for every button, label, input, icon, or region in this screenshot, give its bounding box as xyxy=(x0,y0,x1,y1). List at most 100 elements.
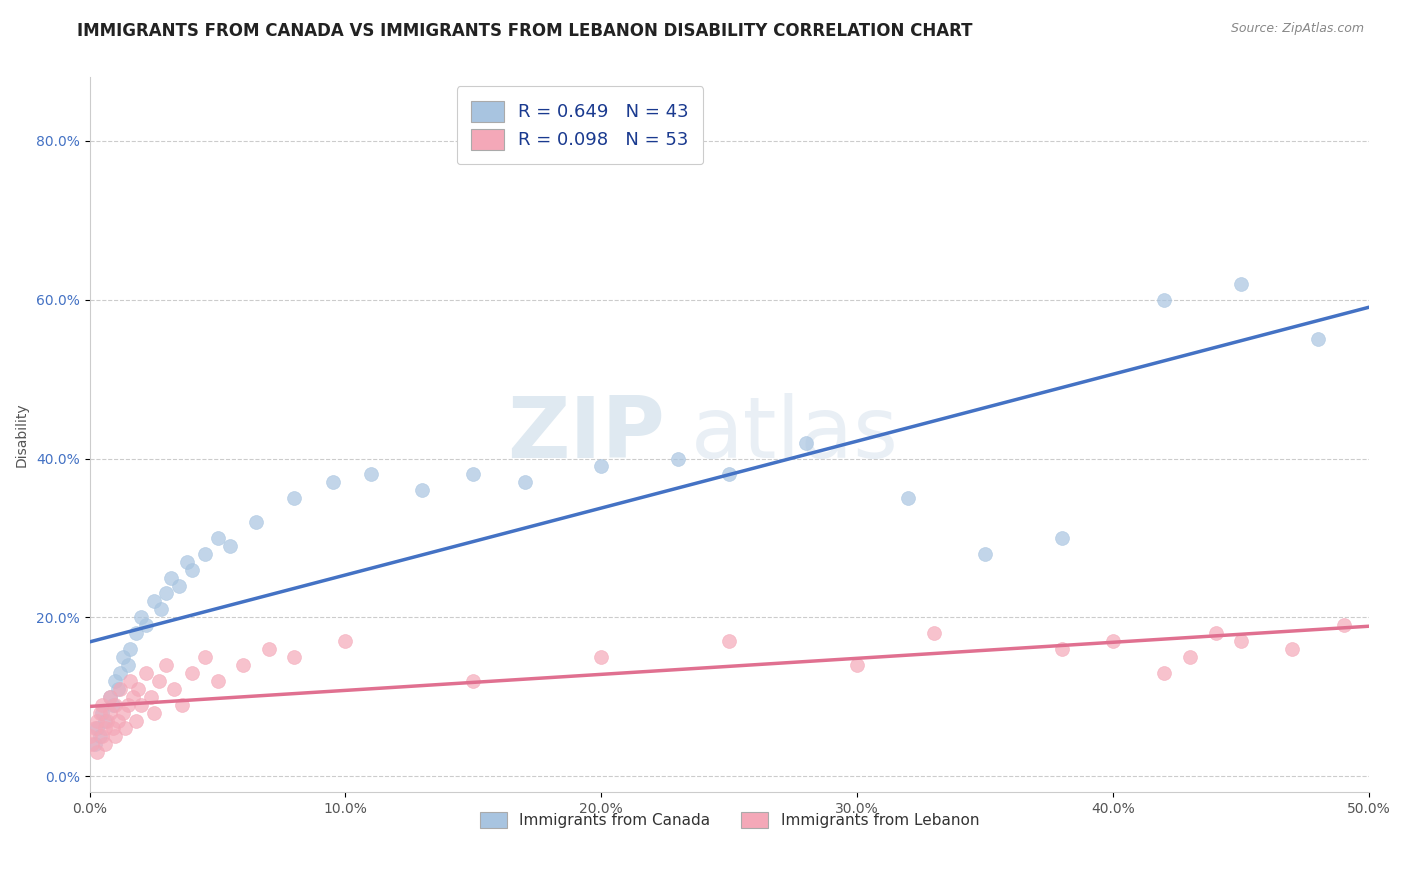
Point xyxy=(111,706,134,720)
Point xyxy=(463,673,485,688)
Point xyxy=(150,602,173,616)
Point xyxy=(1205,626,1227,640)
Point xyxy=(666,451,689,466)
Point xyxy=(83,737,105,751)
Point xyxy=(245,515,267,529)
Point xyxy=(283,491,305,506)
Point xyxy=(135,665,157,680)
Point xyxy=(160,571,183,585)
Point xyxy=(411,483,433,498)
Point xyxy=(257,642,280,657)
Point xyxy=(148,673,170,688)
Point xyxy=(82,737,104,751)
Point xyxy=(79,730,101,744)
Point xyxy=(117,657,139,672)
Point xyxy=(1153,665,1175,680)
Point xyxy=(155,657,177,672)
Point xyxy=(1281,642,1303,657)
Point xyxy=(1230,277,1253,291)
Point xyxy=(135,618,157,632)
Point xyxy=(120,642,142,657)
Text: ZIP: ZIP xyxy=(508,393,665,476)
Point xyxy=(94,737,117,751)
Point xyxy=(463,467,485,482)
Point xyxy=(1153,293,1175,307)
Point xyxy=(1306,333,1329,347)
Point xyxy=(89,706,111,720)
Point xyxy=(194,547,217,561)
Point xyxy=(110,665,132,680)
Point xyxy=(155,586,177,600)
Point xyxy=(163,681,186,696)
Point xyxy=(101,698,124,712)
Point xyxy=(1230,634,1253,648)
Point xyxy=(1178,650,1201,665)
Point xyxy=(107,714,129,728)
Point xyxy=(335,634,357,648)
Y-axis label: Disability: Disability xyxy=(15,402,30,467)
Point xyxy=(124,626,146,640)
Point xyxy=(101,722,124,736)
Point xyxy=(98,690,121,704)
Point xyxy=(122,690,145,704)
Point xyxy=(89,730,111,744)
Point xyxy=(129,610,152,624)
Point xyxy=(718,634,741,648)
Point xyxy=(207,673,229,688)
Point xyxy=(718,467,741,482)
Point xyxy=(91,706,114,720)
Text: atlas: atlas xyxy=(690,393,898,476)
Point xyxy=(110,681,132,696)
Point xyxy=(922,626,945,640)
Point xyxy=(180,563,202,577)
Point xyxy=(1333,618,1355,632)
Point xyxy=(322,475,344,490)
Point xyxy=(591,459,613,474)
Point xyxy=(360,467,382,482)
Point xyxy=(846,657,869,672)
Point xyxy=(86,745,108,759)
Point xyxy=(107,681,129,696)
Point xyxy=(129,698,152,712)
Point xyxy=(86,714,108,728)
Point xyxy=(94,722,117,736)
Point xyxy=(127,681,149,696)
Point xyxy=(83,722,105,736)
Point xyxy=(120,673,142,688)
Point xyxy=(591,650,613,665)
Point xyxy=(974,547,997,561)
Point xyxy=(1102,634,1125,648)
Point xyxy=(96,714,118,728)
Point xyxy=(91,698,114,712)
Point xyxy=(94,714,117,728)
Point xyxy=(513,475,536,490)
Point xyxy=(104,673,127,688)
Point xyxy=(180,665,202,680)
Point xyxy=(207,531,229,545)
Point xyxy=(170,698,193,712)
Point xyxy=(794,435,817,450)
Point xyxy=(98,690,121,704)
Point xyxy=(142,594,165,608)
Text: IMMIGRANTS FROM CANADA VS IMMIGRANTS FROM LEBANON DISABILITY CORRELATION CHART: IMMIGRANTS FROM CANADA VS IMMIGRANTS FRO… xyxy=(77,22,973,40)
Text: Source: ZipAtlas.com: Source: ZipAtlas.com xyxy=(1230,22,1364,36)
Point xyxy=(142,706,165,720)
Point xyxy=(219,539,242,553)
Point xyxy=(114,722,136,736)
Point xyxy=(104,698,127,712)
Point xyxy=(111,650,134,665)
Point xyxy=(104,730,127,744)
Point xyxy=(91,730,114,744)
Point xyxy=(1050,642,1073,657)
Point xyxy=(167,578,190,592)
Point xyxy=(232,657,254,672)
Point xyxy=(117,698,139,712)
Point xyxy=(283,650,305,665)
Point xyxy=(86,722,108,736)
Point xyxy=(139,690,162,704)
Point xyxy=(98,706,121,720)
Point xyxy=(176,555,198,569)
Point xyxy=(124,714,146,728)
Point xyxy=(194,650,217,665)
Point xyxy=(1050,531,1073,545)
